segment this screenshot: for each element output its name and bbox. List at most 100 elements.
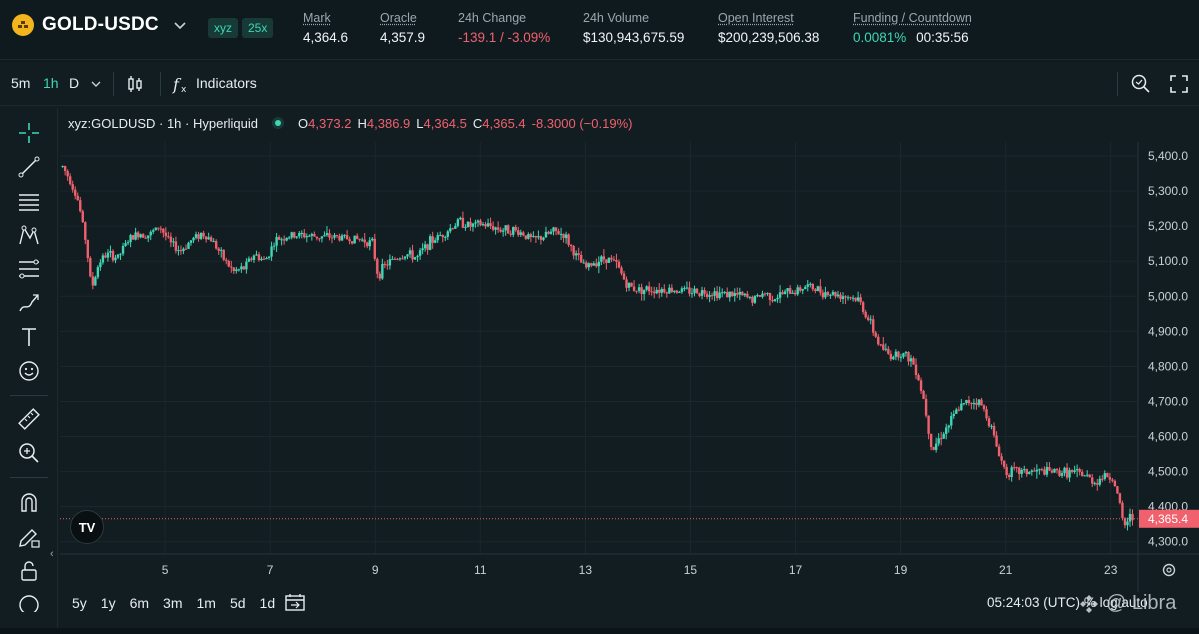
scale-options[interactable]: % log auto — [1083, 595, 1148, 610]
price-tick-label: 4,700.0 — [1148, 394, 1188, 408]
candle-body — [698, 293, 701, 296]
stat-label[interactable]: Mark — [303, 11, 331, 25]
range-6m[interactable]: 6m — [129, 595, 150, 611]
candle-body — [499, 229, 502, 232]
price-tick-label: 4,800.0 — [1148, 359, 1188, 373]
candle-body — [1012, 467, 1016, 469]
ohlc-c-value: 4,365.4 — [482, 116, 526, 131]
chevron-down-icon[interactable] — [88, 74, 104, 94]
candle-body — [476, 220, 480, 223]
emoji-icon[interactable] — [16, 358, 42, 384]
candle-body — [937, 438, 940, 444]
candle-body — [640, 287, 643, 295]
time-tick-label: 13 — [579, 563, 593, 577]
candle-body — [1098, 478, 1101, 485]
candle-body — [688, 287, 691, 294]
range-1m[interactable]: 1m — [196, 595, 216, 611]
candle-body — [990, 426, 993, 428]
lock-icon[interactable] — [16, 558, 42, 584]
symbol-label[interactable]: xyz:GOLDUSD · 1h · Hyperliquid — [68, 116, 258, 131]
candle-body — [554, 227, 558, 232]
candle-body — [620, 267, 623, 274]
range-1y[interactable]: 1y — [100, 595, 116, 611]
candle-body — [1108, 477, 1112, 480]
interval-1h[interactable]: 1h — [43, 75, 59, 91]
stat-label[interactable]: Funding / Countdown — [853, 11, 972, 25]
candle-body — [325, 233, 329, 236]
text-icon[interactable] — [16, 324, 42, 350]
crosshair-icon[interactable] — [16, 120, 42, 146]
candle-body — [464, 226, 467, 228]
candle-body — [645, 286, 648, 290]
function-icon[interactable]: f x — [171, 73, 193, 95]
candle-body — [270, 246, 273, 257]
candle-body — [736, 293, 739, 295]
candle-body — [184, 248, 188, 250]
drawing-toolbar: ‹ — [0, 108, 58, 628]
calendar-range-icon[interactable] — [284, 592, 306, 612]
candle-body — [1035, 469, 1039, 472]
candle-body — [81, 211, 84, 223]
divider — [113, 72, 114, 96]
candle-body — [446, 231, 449, 237]
trend-line-icon[interactable] — [16, 154, 42, 180]
zoom-in-icon[interactable] — [16, 440, 42, 466]
candle-body — [94, 277, 97, 286]
candle-body — [454, 225, 457, 229]
indicators-button[interactable]: Indicators — [196, 75, 257, 91]
pencil-lock-icon[interactable] — [16, 524, 42, 550]
eye-icon[interactable] — [16, 592, 42, 612]
candle-body — [610, 257, 613, 260]
tradingview-logo[interactable]: TV — [70, 510, 104, 544]
candle-body — [892, 356, 895, 360]
candle-body — [1007, 475, 1011, 477]
brush-icon[interactable] — [16, 290, 42, 316]
utc-clock[interactable]: 05:24:03 (UTC) % log auto — [987, 595, 1148, 610]
candles-icon[interactable] — [124, 73, 146, 95]
fullscreen-icon[interactable] — [1168, 73, 1190, 95]
time-tick-label: 23 — [1104, 563, 1118, 577]
range-1d[interactable]: 1d — [259, 595, 276, 611]
horizontal-lines-icon[interactable] — [16, 188, 42, 214]
ruler-icon[interactable] — [16, 406, 42, 432]
candle-body — [695, 288, 699, 294]
candle-body — [927, 415, 930, 434]
pattern-icon[interactable] — [16, 222, 42, 248]
candle-body — [1025, 469, 1028, 475]
interval-5m[interactable]: 5m — [11, 75, 31, 91]
stat-label[interactable]: Oracle — [380, 11, 417, 25]
candle-body — [418, 250, 422, 256]
ohlc-o-label: O — [298, 116, 309, 131]
candle-body — [1093, 483, 1096, 485]
pair-selector[interactable]: GOLD-USDC — [12, 14, 187, 36]
range-5y[interactable]: 5y — [72, 595, 87, 611]
interval-d[interactable]: D — [69, 75, 80, 91]
clock-time: 05:24:03 (UTC) — [987, 595, 1081, 610]
candle-body — [939, 438, 943, 440]
stat-label: 24h Volume — [583, 11, 650, 25]
candle-body — [869, 319, 872, 321]
candle-body — [950, 416, 953, 426]
leverage-tag[interactable]: 25x — [242, 18, 274, 38]
candle-body — [726, 292, 729, 298]
range-5d[interactable]: 5d — [229, 595, 246, 611]
fib-icon[interactable] — [16, 256, 42, 282]
stat-label[interactable]: Open Interest — [718, 11, 794, 25]
candle-body — [700, 290, 704, 296]
candle-body — [962, 403, 966, 405]
candle-body — [124, 243, 127, 246]
candle-body — [919, 380, 923, 391]
candle-body — [371, 238, 374, 241]
magnet-icon[interactable] — [16, 490, 42, 516]
price-chart[interactable]: 5,400.0 5,300.0 5,200.0 5,100.0 5,000.0 4,900… — [60, 142, 1199, 592]
gear-icon[interactable] — [1162, 563, 1176, 577]
candle-body — [1045, 466, 1049, 475]
range-3m[interactable]: 3m — [163, 595, 183, 611]
candle-body — [1005, 466, 1008, 476]
zoom-search-icon[interactable] — [1130, 73, 1152, 95]
candle-body — [751, 297, 754, 303]
collapse-toolbar-icon[interactable]: ‹ — [50, 548, 54, 560]
candle-body — [635, 290, 638, 292]
candle-body — [179, 250, 183, 252]
candle-body — [766, 293, 769, 295]
